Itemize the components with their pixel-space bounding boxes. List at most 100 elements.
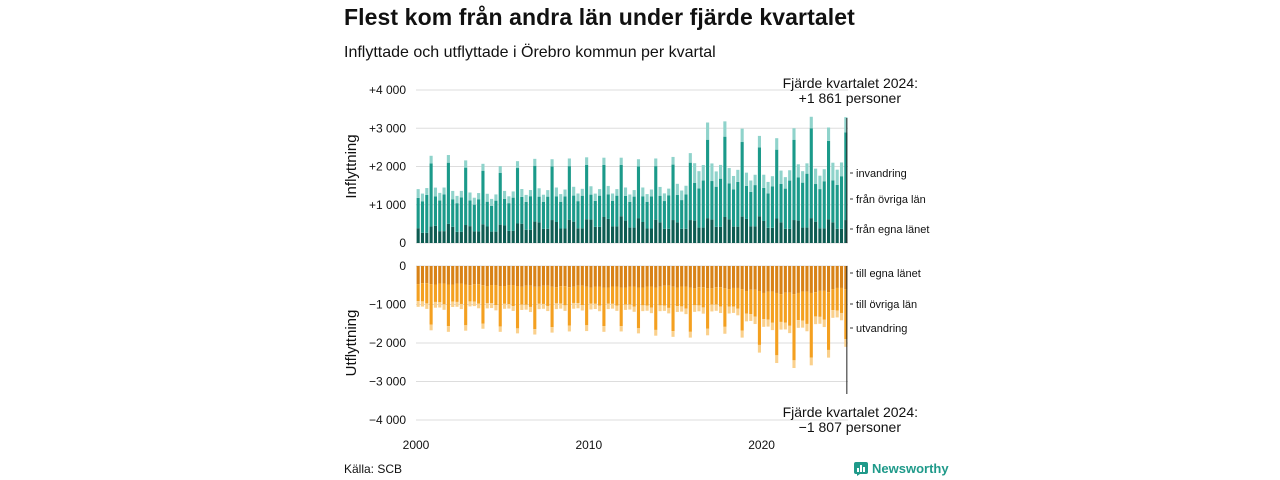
bar-segment bbox=[723, 216, 727, 243]
bar-segment bbox=[697, 188, 701, 228]
bar-segment bbox=[749, 289, 753, 315]
bar-segment bbox=[442, 304, 446, 310]
bar-segment bbox=[662, 193, 666, 202]
bar-segment bbox=[667, 266, 671, 286]
bar-segment bbox=[546, 190, 550, 197]
bar-segment bbox=[632, 190, 636, 197]
bar-segment bbox=[554, 266, 558, 288]
bar-segment bbox=[438, 200, 442, 232]
bar-segment bbox=[701, 180, 705, 228]
bar-segment bbox=[779, 321, 783, 330]
bar-segment bbox=[723, 326, 727, 334]
bar-segment bbox=[511, 285, 515, 307]
bar-segment bbox=[563, 189, 567, 197]
series-label: till egna länet bbox=[856, 268, 921, 280]
bar-segment bbox=[477, 193, 481, 200]
bar-segment bbox=[446, 326, 450, 332]
bar-segment bbox=[580, 195, 584, 229]
bar-segment bbox=[757, 344, 761, 353]
bar-segment bbox=[580, 188, 584, 196]
bar-segment bbox=[580, 266, 584, 286]
bar-segment bbox=[714, 287, 718, 305]
bar-segment bbox=[559, 266, 563, 287]
bar-segment bbox=[749, 266, 753, 290]
bar-segment bbox=[740, 289, 744, 331]
bar-segment bbox=[701, 266, 705, 288]
bar-segment bbox=[628, 304, 632, 310]
bar-segment bbox=[623, 187, 628, 196]
bar-segment bbox=[567, 219, 571, 243]
bar-segment bbox=[701, 287, 705, 308]
bar-segment bbox=[416, 197, 420, 229]
bar-segment bbox=[485, 201, 489, 227]
bar-segment bbox=[731, 175, 736, 190]
bar-segment bbox=[515, 328, 520, 334]
bar-segment bbox=[598, 226, 602, 243]
bar-segment bbox=[740, 216, 744, 243]
bar-segment bbox=[481, 163, 485, 171]
bar-segment bbox=[693, 182, 697, 221]
bar-segment bbox=[464, 167, 468, 226]
bar-segment bbox=[593, 226, 597, 243]
bar-segment bbox=[611, 200, 615, 227]
bar-segment bbox=[559, 303, 563, 309]
bar-segment bbox=[835, 287, 839, 311]
bar-segment bbox=[809, 116, 813, 129]
y-tick-label: +1 000 bbox=[369, 198, 406, 212]
bar-segment bbox=[429, 266, 433, 285]
bar-segment bbox=[632, 227, 636, 243]
bar-segment bbox=[546, 266, 550, 286]
bar-segment bbox=[485, 266, 489, 287]
bar-segment bbox=[788, 325, 792, 334]
bar-segment bbox=[727, 289, 731, 307]
bar-segment bbox=[839, 312, 844, 321]
bar-segment bbox=[477, 303, 481, 309]
bar-segment bbox=[667, 188, 671, 196]
bar-segment bbox=[503, 303, 507, 309]
bar-segment bbox=[585, 266, 589, 287]
bar-segment bbox=[550, 220, 554, 243]
bar-segment bbox=[619, 157, 623, 165]
bar-segment bbox=[628, 286, 632, 305]
bar-segment bbox=[533, 158, 537, 166]
bar-segment bbox=[576, 201, 580, 229]
bar-segment bbox=[585, 157, 589, 165]
bar-segment bbox=[464, 160, 468, 168]
bar-segment bbox=[783, 228, 787, 243]
bar-segment bbox=[688, 220, 692, 243]
bar-segment bbox=[576, 228, 580, 243]
y-tick-label: −2 000 bbox=[369, 336, 406, 350]
bar-segment bbox=[446, 155, 450, 163]
bar-segment bbox=[490, 205, 494, 232]
bar-segment bbox=[524, 229, 528, 243]
bar-segment bbox=[459, 197, 463, 232]
bar-segment bbox=[420, 232, 425, 243]
bar-segment bbox=[498, 173, 502, 225]
bar-segment bbox=[775, 266, 779, 293]
bar-segment bbox=[442, 266, 446, 284]
bar-segment bbox=[619, 266, 623, 288]
bar-segment bbox=[472, 284, 476, 302]
bar-segment bbox=[464, 266, 468, 285]
bar-segment bbox=[719, 306, 723, 314]
newsworthy-logo[interactable]: Newsworthy bbox=[854, 461, 949, 476]
bar-segment bbox=[524, 266, 528, 286]
bar-segment bbox=[589, 303, 593, 310]
bar-segment bbox=[649, 189, 653, 197]
bar-segment bbox=[688, 266, 692, 288]
bar-segment bbox=[654, 219, 658, 243]
bar-segment bbox=[602, 164, 606, 217]
bar-segment bbox=[472, 231, 476, 243]
bar-segment bbox=[822, 266, 826, 291]
bar-segment bbox=[503, 286, 507, 304]
bar-segment bbox=[844, 220, 848, 243]
bar-segment bbox=[554, 196, 558, 222]
bar-segment bbox=[671, 220, 675, 243]
bar-segment bbox=[814, 292, 818, 317]
bar-segment bbox=[580, 228, 584, 243]
bar-segment bbox=[684, 228, 688, 243]
bar-segment bbox=[636, 159, 641, 167]
bar-segment bbox=[420, 266, 425, 284]
bar-segment bbox=[464, 284, 468, 326]
bar-segment bbox=[477, 231, 481, 243]
